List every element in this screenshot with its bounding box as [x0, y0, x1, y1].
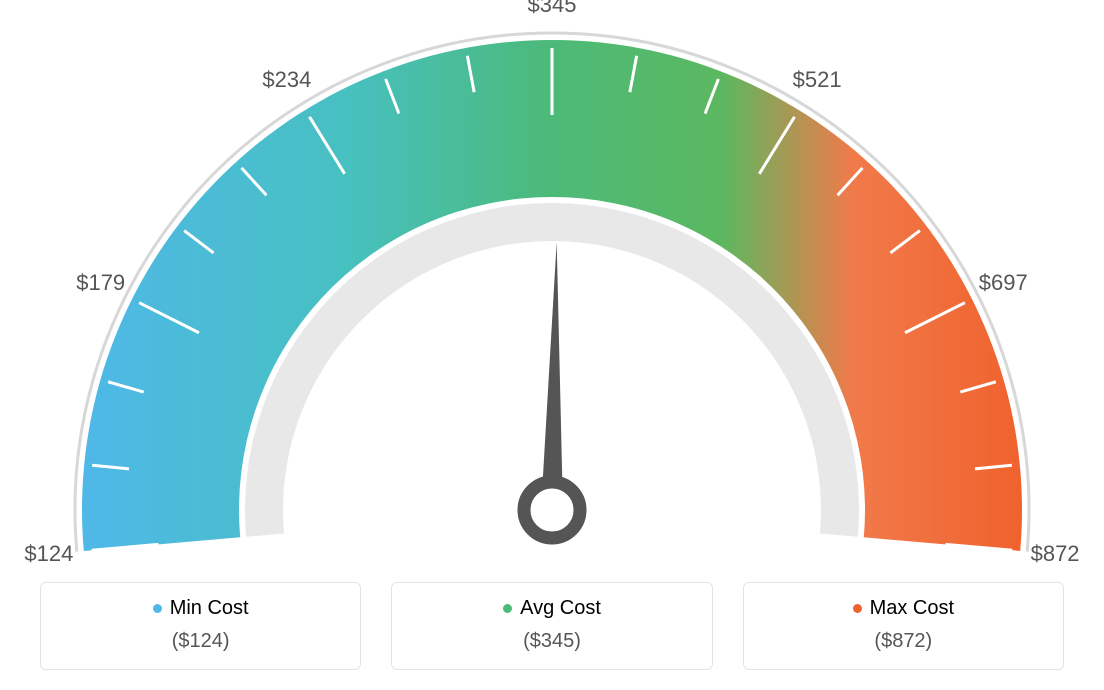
- gauge-tick-label: $872: [1031, 541, 1080, 567]
- legend-title-max: Max Cost: [853, 597, 954, 620]
- legend-title-min: Min Cost: [153, 597, 249, 620]
- legend-row: Min Cost ($124) Avg Cost ($345) Max Cost…: [0, 582, 1104, 670]
- gauge-tick-label: $234: [262, 67, 311, 93]
- legend-value-avg: ($345): [402, 630, 701, 653]
- dot-icon: [503, 604, 512, 613]
- gauge-tick-label: $697: [979, 270, 1028, 296]
- legend-label: Avg Cost: [520, 597, 601, 620]
- legend-value-max: ($872): [754, 630, 1053, 653]
- legend-card-avg: Avg Cost ($345): [391, 582, 712, 670]
- legend-label: Max Cost: [870, 597, 954, 620]
- gauge-tick-label: $345: [528, 0, 577, 18]
- legend-label: Min Cost: [170, 597, 249, 620]
- gauge-tick-label: $179: [76, 270, 125, 296]
- chart-container: $124 $179 $234 $345 $521 $697 $872 Min Cost ($…: [0, 0, 1104, 690]
- legend-card-min: Min Cost ($124): [40, 582, 361, 670]
- gauge-svg: [0, 20, 1104, 580]
- legend-value-min: ($124): [51, 630, 350, 653]
- gauge-tick-label: $124: [24, 541, 73, 567]
- dot-icon: [153, 604, 162, 613]
- legend-card-max: Max Cost ($872): [743, 582, 1064, 670]
- gauge-area: $124$179$234$345$521$697$872: [0, 0, 1104, 560]
- gauge-tick-label: $521: [793, 67, 842, 93]
- legend-title-avg: Avg Cost: [503, 597, 601, 620]
- dot-icon: [853, 604, 862, 613]
